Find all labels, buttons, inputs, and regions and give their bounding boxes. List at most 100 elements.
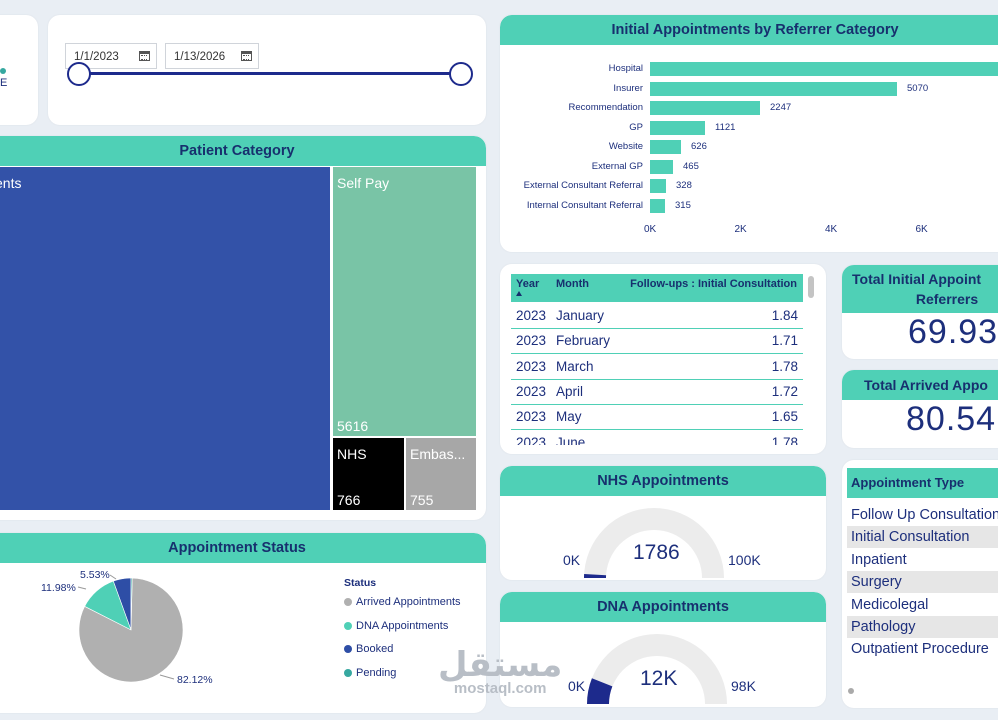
bar-data-label: 2247: [770, 102, 792, 113]
nhs-gauge-card: NHS Appointments 0K 1786 100K: [500, 466, 826, 580]
bar-mark[interactable]: [650, 62, 998, 76]
col-year[interactable]: Year: [516, 278, 540, 290]
legend-label: Booked: [356, 643, 394, 655]
patient-category-title: Patient Category: [0, 136, 486, 166]
tile-label: Embas...: [410, 446, 466, 462]
legend-arrived[interactable]: Arrived Appointments: [344, 596, 461, 608]
calendar-icon[interactable]: [241, 51, 252, 61]
range-end-handle[interactable]: [449, 62, 473, 86]
table-header: Year Month Follow-ups : Initial Consulta…: [511, 274, 803, 302]
legend-dot-icon: [0, 68, 6, 74]
range-start-handle[interactable]: [67, 62, 91, 86]
table-row[interactable]: 2023 June 1.78: [511, 430, 803, 446]
dna-gauge-value: 12K: [640, 667, 678, 690]
bar-data-label: 626: [691, 141, 707, 152]
date-range-track[interactable]: [78, 72, 461, 75]
bar-data-label: 1121: [715, 121, 736, 133]
dna-gauge-min: 0K: [568, 678, 586, 694]
pie-data-label: 11.98%: [41, 582, 76, 594]
end-date-input[interactable]: 1/13/2026: [165, 43, 259, 69]
legend-dot-icon: [344, 645, 352, 654]
legend-pending[interactable]: Pending: [344, 667, 396, 679]
legend-label: Arrived Appointments: [356, 596, 461, 608]
table-row[interactable]: 2023 May 1.65: [511, 404, 803, 431]
table-row[interactable]: 2023 April 1.72: [511, 379, 803, 405]
treemap-tile-patients[interactable]: tients: [0, 167, 330, 510]
kpi-initial-card: Total Initial Appoint Referrers 69.93K: [842, 265, 998, 359]
x-tick-label: 2K: [734, 224, 747, 235]
cell-ratio: 1.71: [771, 333, 798, 349]
cell-year: 2023: [516, 383, 547, 399]
calendar-icon[interactable]: [139, 51, 150, 61]
appointment-type-item[interactable]: Outpatient Procedure: [851, 641, 989, 658]
table-scrollbar[interactable]: [808, 276, 814, 298]
nhs-gauge-value: 1786: [633, 541, 680, 564]
cell-ratio: 1.84: [771, 308, 798, 323]
dna-gauge-title: DNA Appointments: [500, 592, 826, 622]
bar-data-label: 5070: [907, 82, 929, 94]
appointment-type-item[interactable]: Medicolegal: [851, 596, 929, 613]
dna-gauge-arc[interactable]: [500, 622, 826, 707]
table-row[interactable]: 2023 March 1.78: [511, 354, 803, 380]
treemap-tile-embassy[interactable]: Embas... 755: [406, 438, 476, 510]
bar-category-label: Website: [608, 141, 643, 152]
bar-mark[interactable]: [650, 140, 681, 154]
bar-category-label: GP: [629, 121, 643, 133]
nhs-gauge-title: NHS Appointments: [500, 466, 826, 496]
kpi-initial-title: Total Initial Appoint Referrers: [842, 265, 998, 313]
sort-asc-icon: [516, 291, 522, 296]
x-tick-label: 6K: [915, 224, 928, 235]
kpi-arrived-value: 80.54: [906, 400, 997, 438]
start-date-input[interactable]: 1/1/2023: [65, 43, 157, 69]
treemap-tile-self-pay[interactable]: Self Pay 5616: [333, 167, 476, 436]
pie-data-label: 5.53%: [80, 569, 110, 581]
bar-category-label: Hospital: [608, 63, 643, 74]
legend-dna[interactable]: DNA Appointments: [344, 620, 448, 632]
treemap-tile-nhs[interactable]: NHS 766: [333, 438, 404, 510]
appointment-status-title: Appointment Status: [0, 533, 486, 563]
appointment-type-item[interactable]: Pathology: [847, 616, 998, 638]
appointment-type-item[interactable]: Initial Consultation: [847, 526, 998, 549]
bar-mark[interactable]: [650, 120, 705, 135]
cell-year: 2023: [516, 434, 547, 446]
legend-booked[interactable]: Booked: [344, 643, 393, 655]
kpi-title-line: Referrers: [915, 291, 979, 307]
col-month[interactable]: Month: [556, 278, 589, 290]
pie-leader-line: [159, 674, 175, 680]
cell-month: January: [556, 308, 605, 323]
dna-gauge-max: 98K: [731, 678, 756, 694]
cell-year: 2023: [516, 333, 547, 349]
tile-value: 755: [410, 492, 434, 508]
appointment-type-item[interactable]: Surgery: [847, 571, 998, 594]
pie-slice-pending[interactable]: [130, 577, 133, 631]
bar-mark[interactable]: [650, 101, 760, 115]
kpi-arrived-card: Total Arrived Appo 80.54: [842, 370, 998, 448]
bar-mark[interactable]: [650, 159, 673, 174]
col-ratio[interactable]: Follow-ups : Initial Consultation: [630, 278, 797, 290]
bar-mark[interactable]: [650, 81, 897, 96]
table-row[interactable]: 2023 February 1.71: [511, 328, 803, 355]
table-row[interactable]: 2023 January 1.84: [511, 303, 803, 329]
nhs-gauge-min: 0K: [563, 552, 581, 568]
cell-year: 2023: [516, 358, 547, 374]
tile-value: 766: [337, 492, 361, 508]
referrer-chart-card: Initial Appointments by Referrer Categor…: [500, 15, 998, 252]
cell-month: February: [556, 333, 611, 349]
appointment-type-item[interactable]: Follow Up Consultation: [851, 507, 998, 523]
status-pie-chart[interactable]: 5.53% 11.98% 82.12%: [0, 563, 486, 713]
bar-mark[interactable]: [650, 179, 666, 193]
legend-dot-icon: [344, 669, 352, 678]
appointment-type-item[interactable]: Inpatient: [851, 551, 907, 568]
x-tick-label: 0K: [644, 224, 657, 235]
bar-category-label: Internal Consultant Referral: [526, 199, 643, 211]
legend-dot-icon: [344, 622, 352, 631]
referrer-bar-chart[interactable]: Hospital Insurer 5070 Recommendation 2247 GP 1…: [500, 15, 998, 252]
tile-value: 5616: [337, 418, 369, 434]
legend-title: Status: [344, 577, 377, 589]
legend-label: DNA Appointments: [356, 620, 449, 632]
table-body: 2023 January 1.84 2023 February 1.71 2023 March…: [511, 303, 803, 445]
bar-mark[interactable]: [650, 198, 665, 213]
nhs-gauge-arc[interactable]: [500, 496, 826, 580]
kpi-arrived-title: Total Arrived Appo: [842, 370, 998, 400]
tile-label: tients: [0, 175, 22, 191]
